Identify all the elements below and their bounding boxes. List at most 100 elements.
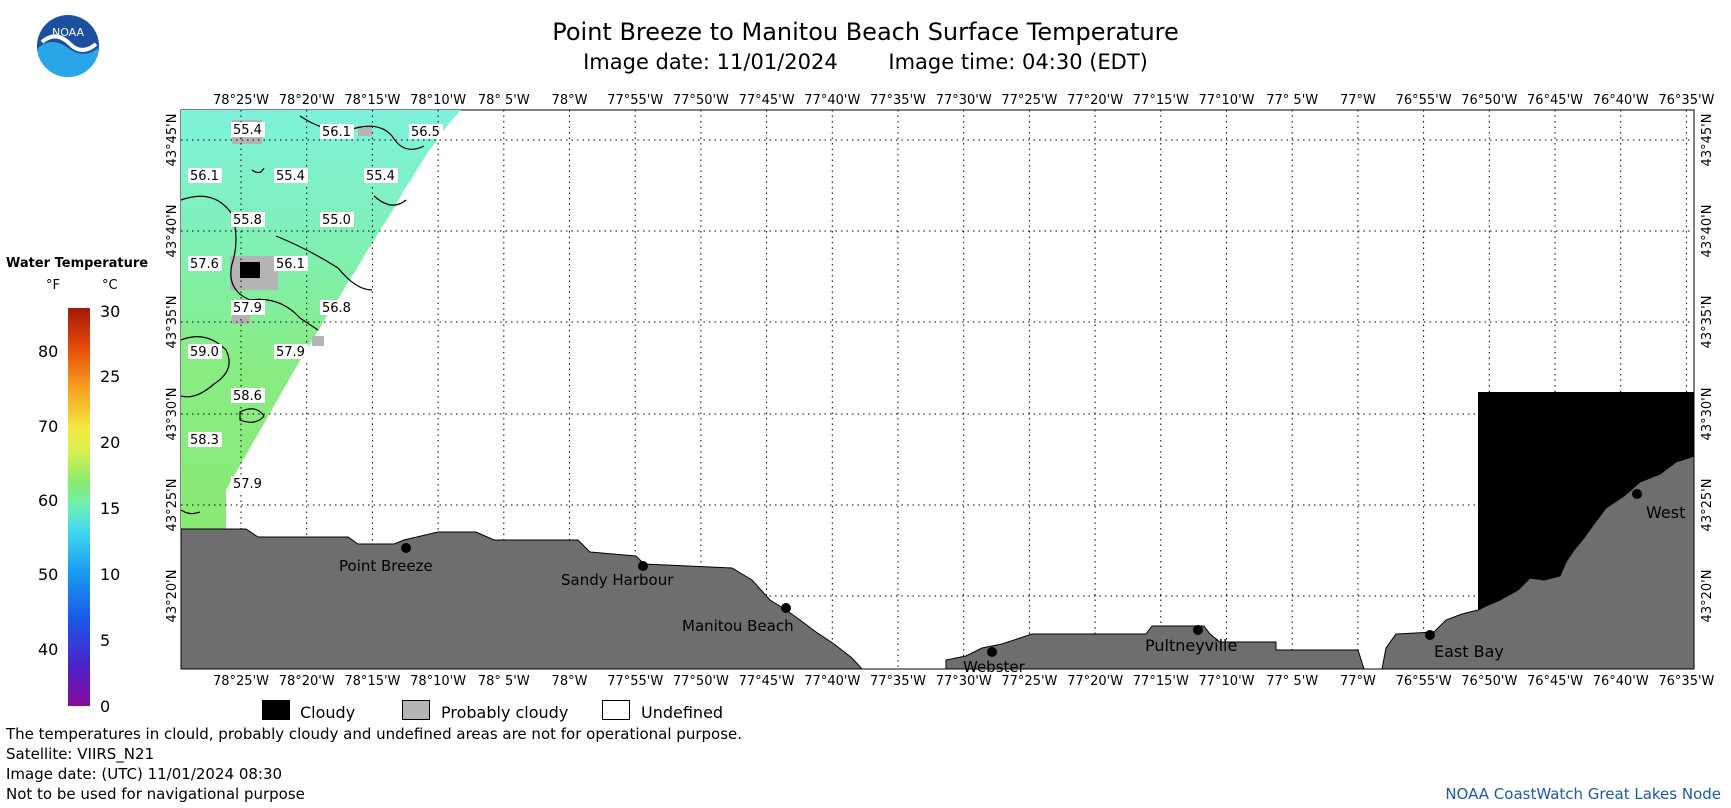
temp-value: 58.3	[190, 433, 219, 448]
temp-value: 57.6	[190, 257, 219, 272]
town-marker	[1632, 489, 1642, 499]
town-marker	[781, 603, 791, 613]
lon-label: 76°50'W	[1461, 674, 1517, 689]
temp-label: 56.1	[320, 124, 354, 140]
footer-utc-date: Image date: (UTC) 11/01/2024 08:30	[6, 765, 283, 783]
temp-label: 57.6	[188, 256, 222, 272]
probably-cloudy-key-label: Probably cloudy	[441, 703, 569, 722]
probably-cloudy-key-swatch	[402, 700, 430, 720]
place-label: Manitou Beach	[682, 617, 794, 635]
map-grid	[181, 110, 1694, 669]
lat-label: 43°25'N	[165, 479, 180, 532]
c-tick: 20	[100, 433, 121, 452]
lat-label: 43°20'N	[165, 570, 180, 623]
lon-label: 78°25'W	[213, 93, 269, 108]
lon-label: 78°10'W	[410, 93, 466, 108]
f-tick: 40	[38, 640, 59, 659]
temp-label: 58.3	[188, 432, 222, 448]
undefined-key-label: Undefined	[641, 703, 724, 722]
lon-label: 76°45'W	[1527, 93, 1583, 108]
place-label: Webster	[963, 658, 1026, 676]
cloudy-region	[1478, 392, 1694, 610]
legend-title: Water Temperature	[6, 256, 149, 271]
town-marker	[987, 647, 997, 657]
land-south-shore-central	[945, 625, 1365, 670]
footer-satellite: Satellite: VIIRS_N21	[6, 745, 155, 763]
lon-label: 77°10'W	[1198, 93, 1254, 108]
land-south-shore-west	[180, 528, 864, 670]
lon-label: 78° 5'W	[478, 674, 530, 689]
lon-label: 77°50'W	[673, 93, 729, 108]
undefined-key-swatch	[602, 700, 630, 720]
temp-value: 57.9	[276, 345, 305, 360]
town-markers	[401, 489, 1642, 657]
land-south-shore-east	[1381, 455, 1695, 670]
lat-label: 43°20'N	[1700, 570, 1715, 623]
temp-label: 55.4	[231, 122, 265, 138]
lon-label: 77°20'W	[1067, 674, 1123, 689]
lon-label: 77°W	[1340, 674, 1376, 689]
lon-label: 77°35'W	[870, 674, 926, 689]
temp-value: 56.1	[190, 169, 219, 184]
logo-text: NOAA	[52, 26, 85, 39]
lat-label: 43°45'N	[165, 114, 180, 167]
temp-value: 55.4	[366, 169, 395, 184]
lon-label: 78°W	[552, 93, 588, 108]
temp-value: 55.4	[276, 169, 305, 184]
lon-label: 77°10'W	[1198, 674, 1254, 689]
temp-value: 59.0	[190, 345, 219, 360]
lon-label: 76°55'W	[1396, 93, 1452, 108]
f-tick: 70	[38, 417, 59, 436]
temp-label: 56.1	[188, 168, 222, 184]
temp-value: 55.0	[322, 213, 351, 228]
temp-value: 57.9	[233, 477, 262, 492]
lon-label: 76°40'W	[1593, 674, 1649, 689]
lon-label: 78°W	[552, 674, 588, 689]
temp-label: 56.5	[409, 124, 443, 140]
lat-label: 43°25'N	[1700, 479, 1715, 532]
lon-label: 77°40'W	[804, 674, 860, 689]
temperature-colorbar	[68, 308, 90, 706]
small-cloud-patch	[240, 262, 260, 278]
temp-value: 56.1	[322, 125, 351, 140]
town-marker	[1425, 630, 1435, 640]
town-marker	[401, 543, 411, 553]
temp-value: 57.9	[233, 301, 262, 316]
lat-label: 43°40'N	[165, 205, 180, 258]
lon-label: 77°25'W	[1001, 93, 1057, 108]
lat-label: 43°35'N	[1700, 296, 1715, 349]
image-date: Image date: 11/01/2024	[583, 50, 838, 74]
lon-label: 76°35'W	[1658, 93, 1714, 108]
place-label: Sandy Harbour	[561, 571, 674, 589]
footer-note: The temperatures in clould, probably clo…	[6, 725, 743, 743]
c-tick: 10	[100, 565, 121, 584]
place-label: Pultneyville	[1145, 636, 1237, 655]
lon-label: 77°W	[1340, 93, 1376, 108]
town-marker	[638, 561, 648, 571]
temp-label: 57.9	[231, 476, 265, 492]
lat-label: 43°30'N	[1700, 388, 1715, 441]
lon-label: 77°20'W	[1067, 93, 1123, 108]
lon-label: 77°50'W	[673, 674, 729, 689]
place-label: East Bay	[1434, 642, 1504, 661]
lon-label: 77°30'W	[936, 93, 992, 108]
temp-label: 56.8	[320, 300, 354, 316]
credit-link[interactable]: NOAA CoastWatch Great Lakes Node	[1445, 785, 1721, 803]
lon-label: 77°35'W	[870, 93, 926, 108]
map-subtitle: Image date: 11/01/2024 Image time: 04:30…	[0, 50, 1731, 74]
lon-label: 77°25'W	[1001, 674, 1057, 689]
temp-value: 56.8	[322, 301, 351, 316]
lat-label: 43°30'N	[165, 388, 180, 441]
lon-label: 76°55'W	[1396, 674, 1452, 689]
f-tick: 80	[38, 342, 59, 361]
temp-value: 56.5	[411, 125, 440, 140]
c-tick: 5	[100, 631, 111, 650]
lon-label: 76°40'W	[1593, 93, 1649, 108]
lon-label: 77°45'W	[739, 674, 795, 689]
lon-label: 77° 5'W	[1266, 93, 1318, 108]
noaa-logo-icon: NOAA	[37, 15, 99, 78]
lon-label: 78°20'W	[279, 674, 335, 689]
legend-unit-c: °C	[102, 278, 118, 293]
c-tick: 0	[100, 697, 111, 716]
